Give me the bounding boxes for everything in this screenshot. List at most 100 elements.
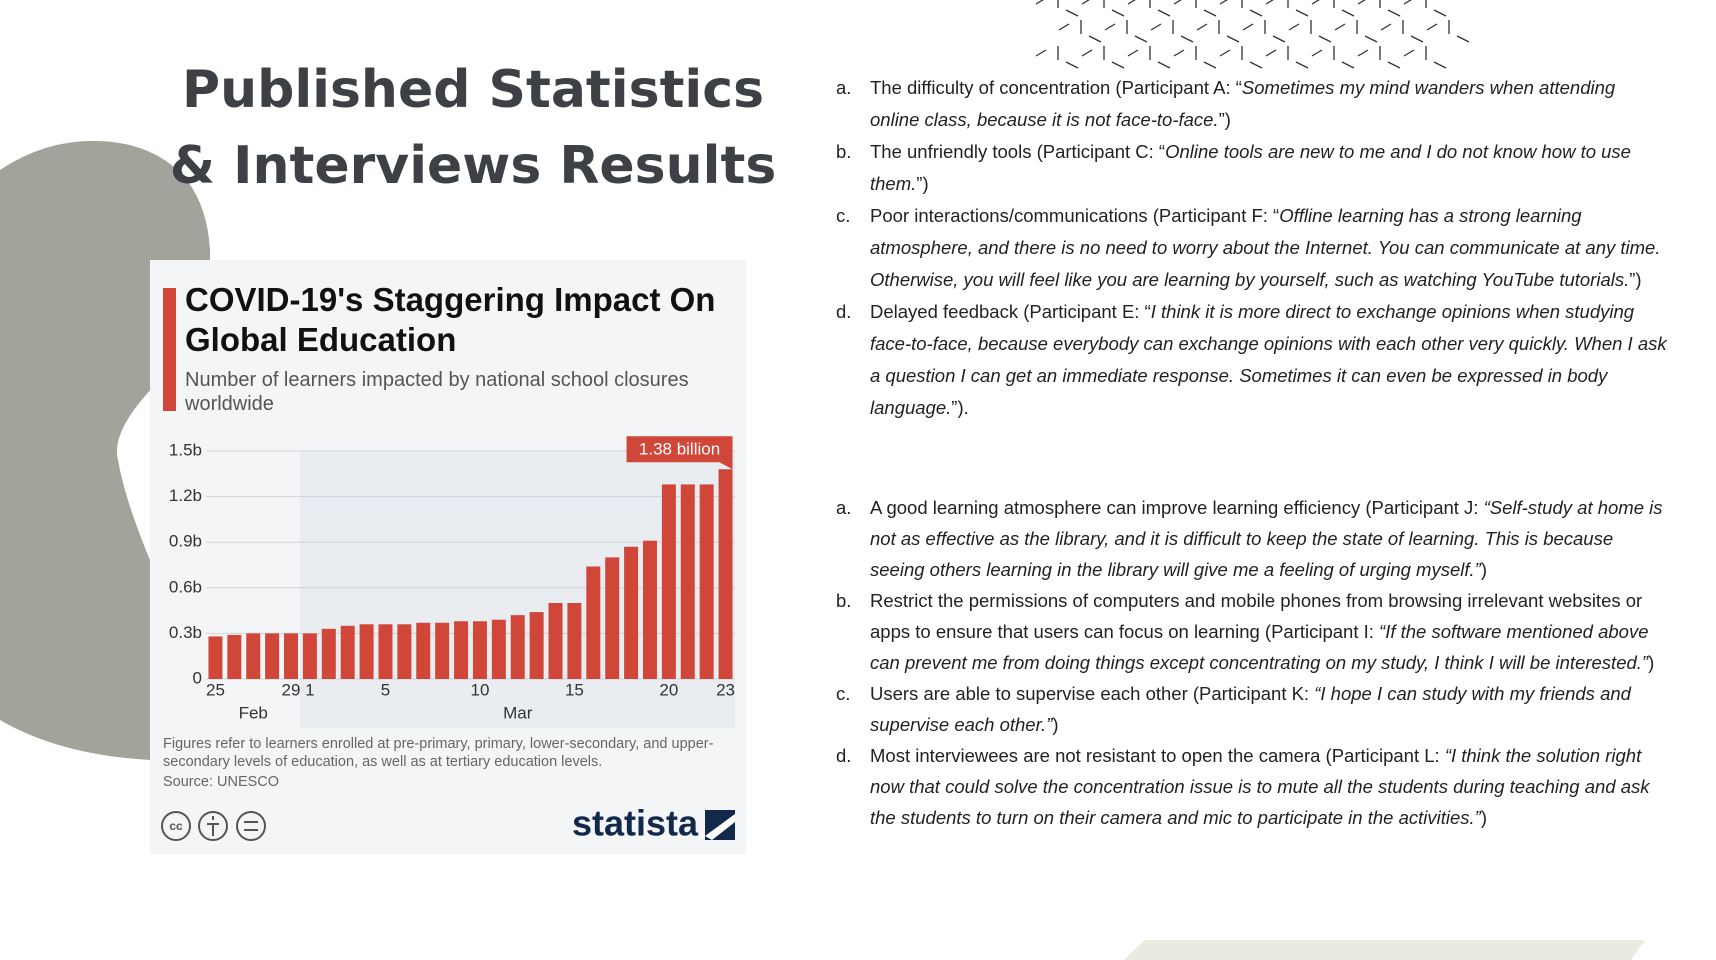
bar — [227, 634, 242, 679]
pattern-stroke — [1081, 46, 1125, 69]
bar — [605, 557, 620, 679]
x-tick-label: 1 — [305, 680, 314, 699]
item-quote: “If the software mentioned above can pre… — [870, 621, 1649, 673]
bar — [718, 469, 733, 679]
item-body: Delayed feedback (Participant E: “I thin… — [870, 296, 1668, 424]
x-tick-label: 20 — [659, 680, 678, 699]
item-text: ) — [1648, 652, 1655, 673]
item-body: Users are able to supervise each other (… — [870, 678, 1668, 740]
item-quote: Sometimes my mind wanders when attending… — [870, 77, 1616, 130]
bar — [529, 612, 544, 679]
bar — [340, 625, 355, 679]
item-quote: Online tools are new to me and I do not … — [870, 141, 1631, 194]
pattern-stroke — [1104, 20, 1148, 43]
bar — [642, 540, 657, 679]
bar — [661, 484, 676, 679]
pattern-stroke — [1196, 20, 1240, 43]
y-tick-label: 0.9b — [169, 532, 202, 551]
item-text: Users are able to supervise each other (… — [870, 683, 1315, 704]
chart-source: Source: UNESCO — [163, 774, 280, 790]
x-tick-label: 15 — [565, 680, 584, 699]
x-tick-label: 5 — [381, 680, 390, 699]
title-accent — [163, 288, 176, 411]
bar — [624, 546, 639, 679]
pattern-stroke — [1173, 0, 1217, 17]
decor-pattern — [1035, 0, 1470, 69]
y-tick-label: 0.6b — [169, 577, 202, 596]
pattern-stroke — [1242, 20, 1286, 43]
list-item: a. A good learning atmosphere can improve… — [836, 492, 1668, 585]
pattern-stroke — [1357, 0, 1401, 17]
pattern-stroke — [1150, 20, 1194, 43]
pattern-stroke — [1288, 20, 1332, 43]
item-quote: I think it is more direct to exchange op… — [870, 301, 1667, 418]
bar — [359, 624, 374, 679]
pattern-stroke — [1357, 46, 1401, 69]
bar — [435, 622, 450, 679]
list-item: c. Users are able to supervise each other… — [836, 678, 1668, 740]
list-item: b. The unfriendly tools (Participant C: “… — [836, 136, 1668, 200]
item-body: A good learning atmosphere can improve l… — [870, 492, 1668, 585]
pattern-stroke — [1380, 20, 1424, 43]
y-tick-label: 0 — [193, 668, 202, 687]
item-text: ”) — [916, 173, 929, 194]
y-tick-label: 1.2b — [169, 486, 202, 505]
bar — [302, 633, 317, 679]
item-quote: “I hope I can study with my friends and … — [870, 683, 1631, 735]
bar — [416, 622, 431, 679]
pattern-stroke — [1403, 0, 1447, 17]
bar — [586, 566, 601, 679]
list-item: d. Most interviewees are not resistant to… — [836, 740, 1668, 833]
item-text: The difficulty of concentration (Partici… — [870, 77, 1242, 98]
pattern-stroke — [1219, 46, 1263, 69]
item-letter: a. — [836, 497, 852, 518]
item-text: ”) — [1218, 109, 1231, 130]
item-body: Poor interactions/communications (Partic… — [870, 200, 1668, 296]
data-label: 1.38 billion — [639, 440, 720, 459]
pattern-stroke — [1265, 46, 1309, 69]
pattern-stroke — [1035, 0, 1079, 17]
data-label-box — [626, 436, 733, 463]
pattern-stroke — [1311, 0, 1355, 17]
slide-title-line: Published Statistics — [181, 60, 765, 120]
brand: statista — [572, 803, 699, 844]
item-text: ) — [1052, 714, 1059, 735]
bar — [321, 628, 336, 679]
slide-title-line: & Interviews Results — [169, 136, 777, 196]
bar — [548, 603, 563, 679]
item-letter: d. — [836, 745, 852, 766]
item-text: ) — [1480, 559, 1487, 580]
bar — [510, 615, 525, 679]
pattern-stroke — [1403, 46, 1447, 69]
item-body: Most interviewees are not resistant to o… — [870, 740, 1668, 833]
item-text: Delayed feedback (Participant E: “ — [870, 301, 1151, 322]
month-label: Mar — [503, 703, 533, 722]
slide-title: Published Statistics & Interviews Result… — [120, 52, 826, 204]
pattern-stroke — [1127, 0, 1171, 17]
pattern-stroke — [1173, 46, 1217, 69]
chart-title: COVID-19's Staggering Impact On Global E… — [185, 281, 716, 358]
item-text: A good learning atmosphere can improve l… — [870, 497, 1484, 518]
y-tick-label: 0.3b — [169, 623, 202, 642]
item-letter: c. — [836, 683, 851, 704]
y-tick-label: 1.5b — [169, 440, 202, 459]
solutions-list: a. A good learning atmosphere can improve… — [836, 492, 1668, 833]
x-tick-label: 29 — [282, 680, 301, 699]
item-text: The unfriendly tools (Participant C: “ — [870, 141, 1166, 162]
findings-list: a. The difficulty of concentration (Parti… — [836, 72, 1668, 424]
bar — [472, 621, 487, 679]
item-body: The difficulty of concentration (Partici… — [870, 72, 1668, 136]
item-letter: b. — [836, 590, 852, 611]
item-letter: c. — [836, 205, 851, 226]
pattern-stroke — [1035, 46, 1079, 69]
bar — [284, 633, 299, 679]
bar — [208, 636, 223, 679]
data-label-pointer — [717, 461, 733, 470]
item-quote: Offline learning has a strong learning a… — [870, 205, 1661, 290]
pattern-stroke — [1219, 0, 1263, 17]
bar — [265, 633, 280, 679]
pattern-stroke — [1127, 46, 1171, 69]
pattern-stroke — [1081, 0, 1125, 17]
